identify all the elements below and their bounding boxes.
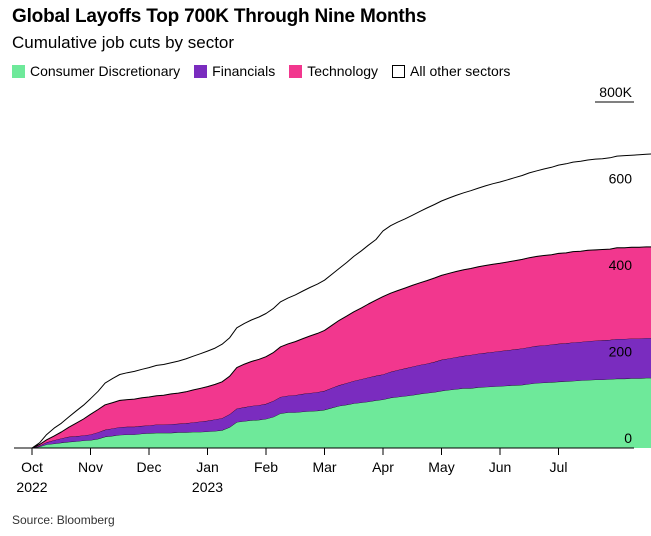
y-tick-label-200: 200 (609, 344, 633, 360)
legend-label-financials: Financials (212, 63, 276, 79)
legend-swatch-all-other-sectors (392, 64, 406, 78)
y-tick-label-400: 400 (609, 257, 633, 273)
x-tick-label-may: May (428, 459, 454, 475)
legend-swatch-technology (289, 64, 303, 78)
chart-title: Global Layoffs Top 700K Through Nine Mon… (12, 6, 427, 27)
y-axis: 0 200 400 600 800K (599, 84, 632, 446)
y-tick-label-800: 800K (599, 84, 632, 100)
x-tick-label-dec: Dec (137, 459, 162, 475)
legend-item-all-other-sectors: All other sectors (392, 63, 510, 79)
x-tick-label-mar: Mar (312, 459, 336, 475)
series-area-all-other-sectors (31, 153, 651, 449)
x-tick-label-jul: Jul (550, 459, 568, 475)
legend-swatch-consumer-discretionary (12, 64, 25, 78)
x-tick-sublabel-2023: 2023 (192, 479, 223, 495)
y-tick-label-600: 600 (609, 171, 633, 187)
legend-label-all-other-sectors: All other sectors (410, 63, 511, 79)
x-tick-label-jan: Jan (196, 459, 219, 475)
series-area-consumer-discretionary (32, 377, 651, 448)
legend-label-consumer-discretionary: Consumer Discretionary (30, 63, 181, 79)
legend-item-technology: Technology (289, 63, 378, 79)
x-tick-label-apr: Apr (372, 459, 394, 475)
x-tick-label-feb: Feb (254, 459, 278, 475)
x-tick-label-jun: Jun (489, 459, 512, 475)
x-axis: Oct 2022 Nov Dec Jan 2023 Feb Mar Apr May Jun Jul (16, 448, 567, 495)
series-area-financials (32, 338, 651, 448)
x-tick-sublabel-2022: 2022 (16, 479, 47, 495)
series-area-technology (32, 246, 651, 448)
source-note: Source: Bloomberg (12, 513, 115, 527)
x-tick-label-oct: Oct (21, 459, 43, 475)
legend-swatch-financials (194, 64, 208, 78)
chart-subtitle: Cumulative job cuts by sector (12, 33, 235, 52)
x-tick-label-nov: Nov (78, 459, 103, 475)
legend-item-consumer-discretionary: Consumer Discretionary (12, 63, 180, 79)
y-tick-label-0: 0 (624, 430, 632, 446)
series-areas (31, 153, 651, 449)
legend-label-technology: Technology (307, 63, 379, 79)
legend: Consumer Discretionary Financials Techno… (12, 63, 524, 79)
legend-item-financials: Financials (194, 63, 275, 79)
